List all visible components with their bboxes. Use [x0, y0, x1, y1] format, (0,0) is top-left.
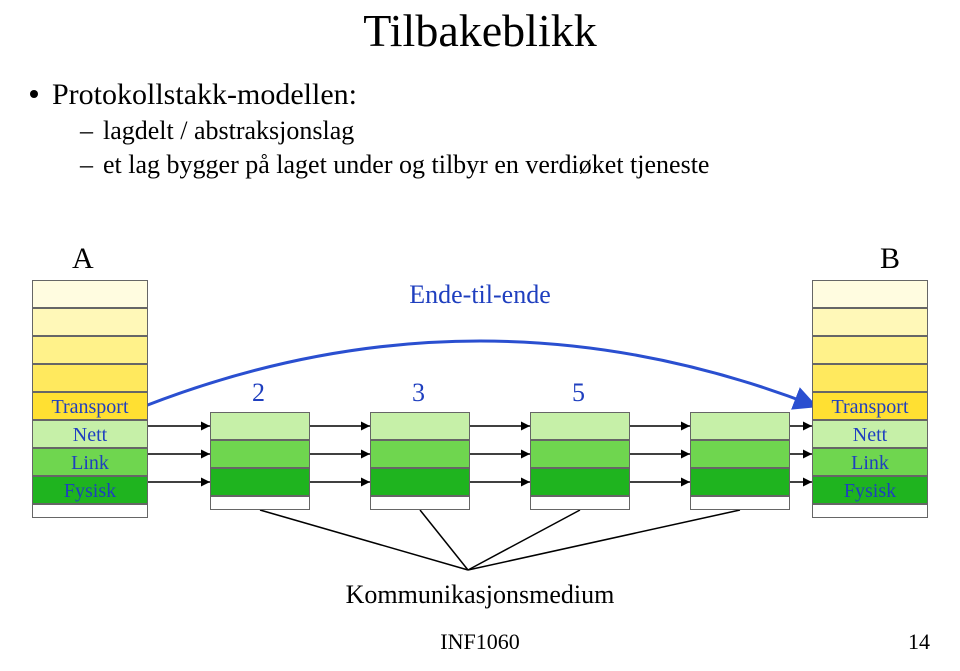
upper-layer-cell — [812, 364, 928, 392]
slide-title: Tilbakeblikk — [0, 4, 960, 57]
bullet-sub-2-text: et lag bygger på laget under og tilbyr e… — [103, 150, 709, 179]
node-layer-cell — [530, 412, 630, 440]
footer: INF1060 14 — [0, 629, 960, 655]
node-layer-cell — [210, 468, 310, 496]
bullet-sub-1: –lagdelt / abstraksjonslag — [80, 116, 354, 146]
node-layer-cell — [690, 412, 790, 440]
upper-layer-cell — [812, 280, 928, 308]
stack-base — [812, 504, 928, 518]
dash-icon: – — [80, 116, 93, 145]
medium-label: Kommunikasjonsmedium — [0, 580, 960, 610]
protocol-stack-b: TransportNettLinkFysisk — [812, 280, 928, 518]
router-node — [370, 412, 470, 510]
node-base — [530, 496, 630, 510]
node-layer-cell — [370, 440, 470, 468]
layer-link: Link — [812, 448, 928, 476]
medium-line — [468, 510, 580, 570]
dash-icon: – — [80, 150, 93, 179]
bullet-main: Protokollstakk-modellen: — [30, 78, 357, 112]
node-base — [370, 496, 470, 510]
medium-line — [420, 510, 468, 570]
router-node — [210, 412, 310, 510]
layer-nett: Nett — [812, 420, 928, 448]
layer-fysisk: Fysisk — [32, 476, 148, 504]
node-number: 3 — [412, 378, 425, 408]
upper-layer-cell — [812, 336, 928, 364]
node-layer-cell — [370, 468, 470, 496]
node-layer-cell — [530, 440, 630, 468]
node-layer-cell — [210, 440, 310, 468]
node-layer-cell — [210, 412, 310, 440]
router-node — [690, 412, 790, 510]
bullet-main-text: Protokollstakk-modellen: — [52, 78, 357, 111]
bullet-dot — [30, 90, 38, 98]
upper-layer-cell — [812, 308, 928, 336]
layer-link: Link — [32, 448, 148, 476]
end-to-end-arc — [145, 341, 815, 406]
node-base — [210, 496, 310, 510]
node-layer-cell — [530, 468, 630, 496]
layer-transport: Transport — [812, 392, 928, 420]
layer-nett: Nett — [32, 420, 148, 448]
footer-course: INF1060 — [440, 629, 519, 654]
stack-base — [32, 504, 148, 518]
layer-fysisk: Fysisk — [812, 476, 928, 504]
upper-layer-cell — [32, 308, 148, 336]
footer-page: 14 — [908, 629, 930, 655]
slide: Tilbakeblikk Protokollstakk-modellen: –l… — [0, 0, 960, 671]
bullet-sub-2: –et lag bygger på laget under og tilbyr … — [80, 150, 709, 180]
upper-layer-cell — [32, 336, 148, 364]
node-layer-cell — [370, 412, 470, 440]
endpoint-a-label: A — [72, 242, 94, 276]
upper-layer-cell — [32, 280, 148, 308]
endpoint-b-label: B — [880, 242, 900, 276]
layer-transport: Transport — [32, 392, 148, 420]
medium-line — [468, 510, 740, 570]
medium-line — [260, 510, 468, 570]
node-base — [690, 496, 790, 510]
router-node — [530, 412, 630, 510]
node-layer-cell — [690, 440, 790, 468]
node-layer-cell — [690, 468, 790, 496]
node-number: 2 — [252, 378, 265, 408]
upper-layer-cell — [32, 364, 148, 392]
node-number: 5 — [572, 378, 585, 408]
bullet-sub-1-text: lagdelt / abstraksjonslag — [103, 116, 354, 145]
protocol-stack-a: TransportNettLinkFysisk — [32, 280, 148, 518]
